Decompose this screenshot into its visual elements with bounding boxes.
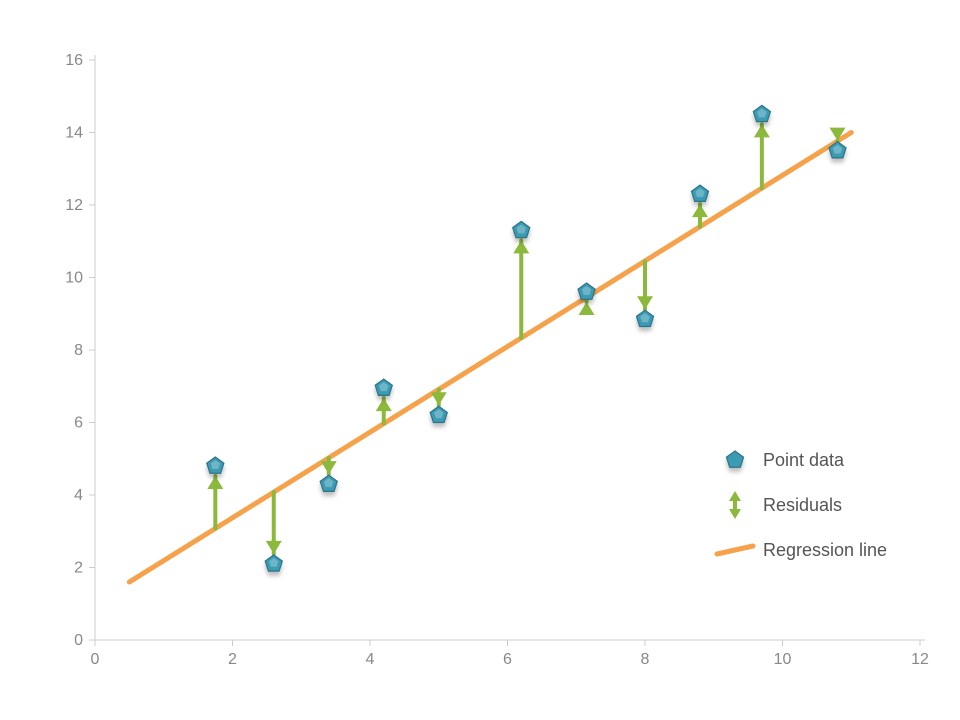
x-tick-label: 12 [911,651,929,668]
legend-label: Point data [763,450,845,470]
x-tick-label: 0 [91,651,100,668]
y-tick-label: 10 [65,270,83,287]
residual-arrowhead [266,541,282,554]
residuals-group [207,124,845,554]
legend: Point data Residuals Regression line [717,450,887,560]
y-tick-label: 2 [74,560,83,577]
residual-arrowhead [376,398,392,411]
x-tick-label: 8 [641,651,650,668]
residual-arrowhead [431,392,447,405]
chart-container: 0 2 4 6 8 10 12 14 16 0 2 4 6 8 10 12 Point data Residual… [0,0,960,720]
y-tick-label: 8 [74,342,83,359]
legend-label: Regression line [763,540,887,560]
residual-arrowhead [692,204,708,217]
residual-arrowhead [754,124,770,137]
residual-arrowhead [579,302,595,315]
residual-arrowhead [321,461,337,474]
regression-line [129,133,851,583]
y-tick-label: 14 [65,125,83,142]
points-group [207,105,846,571]
legend-label: Residuals [763,495,842,515]
x-tick-label: 2 [228,651,237,668]
legend-point-icon [726,451,743,467]
residual-arrowhead [207,476,223,489]
y-tick-label: 0 [74,632,83,649]
y-tick-label: 12 [65,197,83,214]
y-tick-label: 4 [74,487,83,504]
x-tick-label: 10 [774,651,792,668]
x-tick-label: 4 [366,651,375,668]
residual-arrowhead [513,240,529,253]
regression-chart: 0 2 4 6 8 10 12 14 16 0 2 4 6 8 10 12 Point data Residual… [0,0,960,720]
residual-arrowhead [637,296,653,309]
y-tick-label: 6 [74,415,83,432]
legend-line-icon [717,546,753,554]
y-tick-label: 16 [65,52,83,69]
x-tick-label: 6 [503,651,512,668]
